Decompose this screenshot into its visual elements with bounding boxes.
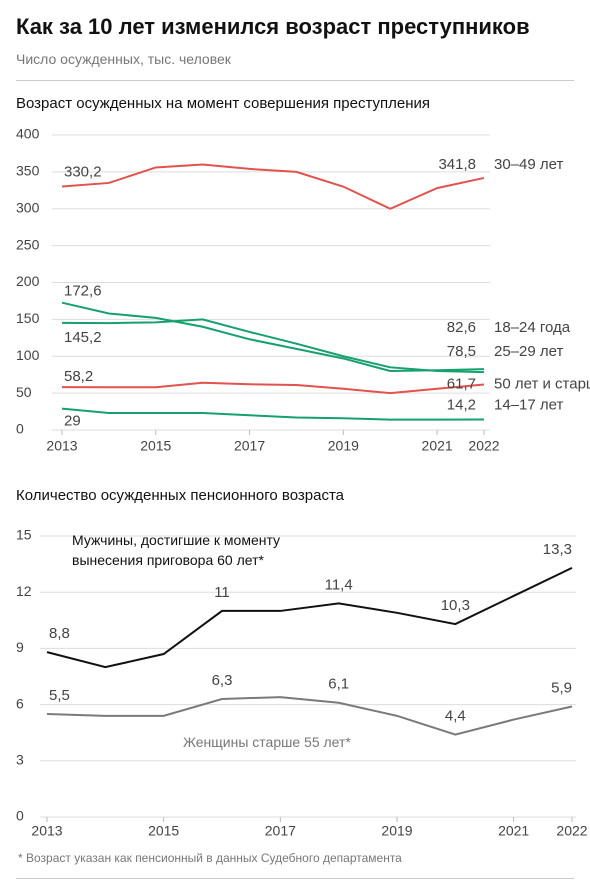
legend-entry: 25–29 лет (494, 343, 563, 360)
data-label: 172,6 (64, 283, 102, 300)
title: Как за 10 лет изменился возраст преступн… (16, 14, 530, 39)
legend-entry: Мужчины, достигшие к моменту вынесения п… (72, 532, 281, 568)
y-tick-label: 400 (16, 126, 40, 142)
footnote: * Возраст указан как пенсионный в данных… (18, 851, 402, 865)
legend-entry: 14–17 лет (494, 396, 563, 413)
x-tick-label: 2015 (148, 823, 179, 839)
y-tick-label: 250 (16, 236, 40, 252)
line (61, 381, 485, 395)
data-label: 61,7 (447, 375, 476, 392)
y-tick-label: 50 (16, 384, 32, 400)
data-label: 82,6 (447, 319, 476, 336)
data-label: 6,1 (328, 676, 349, 693)
data-label: 13,3 (543, 541, 572, 558)
y-tick-label: 350 (16, 163, 40, 179)
y-tick-label: 3 (16, 752, 24, 768)
divider (16, 878, 574, 879)
data-label: 6,3 (212, 672, 233, 689)
data-label: 58,2 (64, 368, 93, 385)
legend-entry: 50 лет и старше (494, 375, 590, 392)
data-label: 10,3 (441, 597, 470, 614)
y-tick-label: 0 (16, 808, 24, 824)
y-tick-label: 100 (16, 347, 40, 363)
x-tick-label: 2022 (556, 823, 587, 839)
y-tick-label: 150 (16, 310, 40, 326)
data-label: 4,4 (445, 708, 466, 725)
x-tick-label: 2019 (381, 823, 412, 839)
chart: 0 50 100 150 200 250 300 350 400 2013 2015 2017 2019… (16, 126, 590, 454)
x-tick-label: 2017 (234, 438, 265, 454)
y-tick-label: 0 (16, 421, 24, 437)
legend-entry: 18–24 года (494, 319, 571, 336)
chart-title: Количество осужденных пенсионного возрас… (16, 487, 344, 504)
x-tick-label: 2019 (328, 438, 359, 454)
y-tick-label: 9 (16, 639, 24, 655)
data-label: 11,4 (325, 576, 353, 593)
x-tick-label: 2013 (46, 438, 77, 454)
line (61, 318, 485, 374)
data-label: 29 (64, 413, 81, 430)
y-tick-label: 12 (16, 583, 32, 599)
line (46, 696, 573, 736)
data-label: 14,2 (447, 396, 476, 413)
x-tick-label: 2013 (31, 823, 62, 839)
divider (16, 80, 574, 81)
legend-entry: Женщины старше 55 лет* (183, 734, 351, 750)
data-label: 5,9 (551, 679, 572, 696)
data-label: 341,8 (438, 156, 476, 173)
data-label: 8,8 (49, 625, 70, 642)
data-label: 78,5 (447, 343, 476, 360)
line (46, 566, 573, 669)
data-label: 330,2 (64, 163, 102, 180)
line (61, 301, 485, 373)
y-tick-label: 200 (16, 273, 40, 289)
x-tick-label: 2017 (265, 823, 296, 839)
x-tick-label: 2022 (468, 438, 499, 454)
subtitle: Число осужденных, тыс. человек (16, 51, 231, 67)
line (61, 163, 485, 210)
x-tick-label: 2015 (140, 438, 171, 454)
data-label: 11 (214, 584, 230, 601)
y-tick-label: 300 (16, 199, 40, 215)
data-label: 5,5 (49, 687, 70, 704)
chart-title: Возраст осужденных на момент совершения … (16, 95, 431, 112)
line (61, 407, 485, 421)
chart: 0 3 6 9 12 15 2013 2015 2017 2019 2021 2022 8,8 11 11,… (16, 527, 588, 839)
y-tick-label: 15 (16, 527, 32, 543)
legend-entry: 30–49 лет (494, 156, 563, 173)
data-label: 145,2 (64, 329, 102, 346)
x-tick-label: 2021 (422, 438, 453, 454)
y-tick-label: 6 (16, 695, 24, 711)
x-tick-label: 2021 (498, 823, 529, 839)
